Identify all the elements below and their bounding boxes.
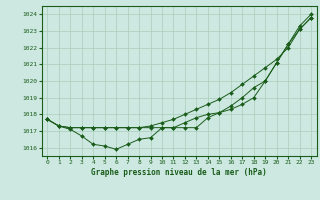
X-axis label: Graphe pression niveau de la mer (hPa): Graphe pression niveau de la mer (hPa) — [91, 168, 267, 177]
